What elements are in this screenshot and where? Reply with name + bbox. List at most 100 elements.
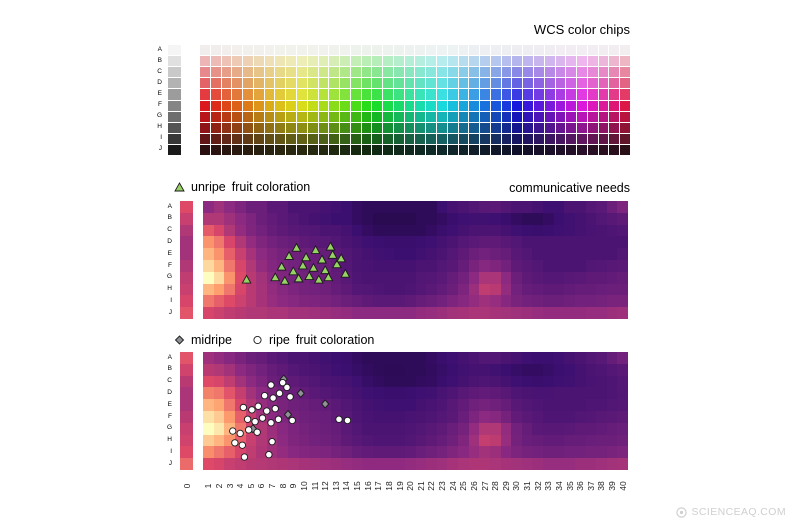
heatmap-cell <box>543 446 554 459</box>
color-chip <box>393 133 404 144</box>
heatmap-cell <box>606 283 618 296</box>
heatmap-cell <box>553 399 565 411</box>
color-chip <box>458 78 469 89</box>
color-chip <box>609 56 620 67</box>
color-chip <box>458 111 469 122</box>
heatmap-cell <box>500 248 512 260</box>
heatmap-cell <box>468 307 480 319</box>
color-chip <box>544 45 555 56</box>
legend-suffix: fruit coloration <box>295 333 375 347</box>
heatmap-cell <box>362 201 373 213</box>
x-tick-label: 23 <box>437 481 448 491</box>
needs-heatmap <box>203 201 628 319</box>
heatmap-cell <box>362 271 373 284</box>
heatmap-cell <box>330 422 342 435</box>
color-chip <box>609 111 620 122</box>
heatmap-cell <box>447 271 458 284</box>
color-chip <box>620 144 630 155</box>
color-chip <box>512 122 523 133</box>
color-chip <box>523 67 534 78</box>
heatmap-cell <box>203 212 214 225</box>
color-chip <box>372 111 383 122</box>
color-chip <box>480 67 490 78</box>
heatmap-cell <box>479 352 490 364</box>
color-chip <box>577 56 587 67</box>
heatmap-cell <box>553 307 565 319</box>
color-chip <box>415 111 426 122</box>
color-chip <box>555 144 566 155</box>
color-chip <box>232 78 243 89</box>
heatmap-cell <box>266 434 278 447</box>
color-chip <box>221 56 232 67</box>
color-chip <box>221 45 232 56</box>
color-chip <box>609 89 620 100</box>
color-chip <box>253 133 264 144</box>
heatmap-cell <box>511 212 522 225</box>
color-chip <box>393 78 404 89</box>
color-chip <box>383 100 393 111</box>
heatmap-cell <box>511 434 522 447</box>
heatmap-cell <box>383 283 395 296</box>
heatmap-cell <box>500 352 512 364</box>
heatmap-cell <box>373 295 384 308</box>
heatmap-cell <box>245 260 257 272</box>
heatmap-cell <box>468 236 480 249</box>
color-chip <box>577 67 587 78</box>
heatmap-cell <box>415 201 427 213</box>
x-tick-label: 13 <box>330 481 341 491</box>
color-chip <box>318 144 329 155</box>
heatmap-cell <box>479 363 490 376</box>
heatmap-cell <box>479 271 490 284</box>
heatmap-cell <box>447 375 458 388</box>
color-chip <box>404 111 415 122</box>
heatmap-cell <box>617 283 628 296</box>
heatmap-cell <box>288 387 299 400</box>
heatmap-cell <box>617 434 628 447</box>
heatmap-cell <box>298 411 310 423</box>
heatmap-cell <box>553 248 565 260</box>
color-chip <box>534 78 544 89</box>
heatmap-cell <box>373 434 384 447</box>
heatmap-cell <box>288 283 299 296</box>
color-chip <box>350 144 361 155</box>
heatmap-cell <box>373 271 384 284</box>
heatmap-cell <box>213 375 225 388</box>
heatmap-cell <box>574 236 586 249</box>
heatmap-cell <box>277 422 288 435</box>
color-chip <box>501 89 512 100</box>
color-chip <box>275 122 286 133</box>
heatmap-cell <box>585 446 597 459</box>
color-chip <box>458 122 469 133</box>
color-chip <box>587 100 598 111</box>
color-chip <box>490 100 501 111</box>
x-tick-label: 32 <box>532 481 543 491</box>
heatmap-cell <box>553 212 565 225</box>
heatmap-cell <box>383 422 395 435</box>
color-chip <box>577 111 587 122</box>
heatmap-cell <box>564 411 575 423</box>
col0-cell <box>180 458 193 470</box>
x-tick-label: 39 <box>607 481 618 491</box>
color-chip <box>275 133 286 144</box>
heatmap-cell <box>596 411 607 423</box>
color-chip <box>426 78 437 89</box>
heatmap-cell <box>596 434 607 447</box>
color-chip <box>253 111 264 122</box>
heatmap-cell <box>596 283 607 296</box>
heatmap-cell <box>373 375 384 388</box>
heatmap-cell <box>553 283 565 296</box>
color-chip <box>555 78 566 89</box>
fruit-heatmap <box>203 352 628 470</box>
heatmap-cell <box>256 399 267 411</box>
heatmap-cell <box>298 352 310 364</box>
heatmap-cell <box>415 399 427 411</box>
row-label: J <box>158 145 162 153</box>
color-chip <box>426 45 437 56</box>
color-chip <box>264 133 275 144</box>
heatmap-cell <box>415 236 427 249</box>
heatmap-cell <box>617 387 628 400</box>
heatmap-cell <box>224 260 235 272</box>
heatmap-cell <box>426 446 437 459</box>
color-chip <box>404 122 415 133</box>
